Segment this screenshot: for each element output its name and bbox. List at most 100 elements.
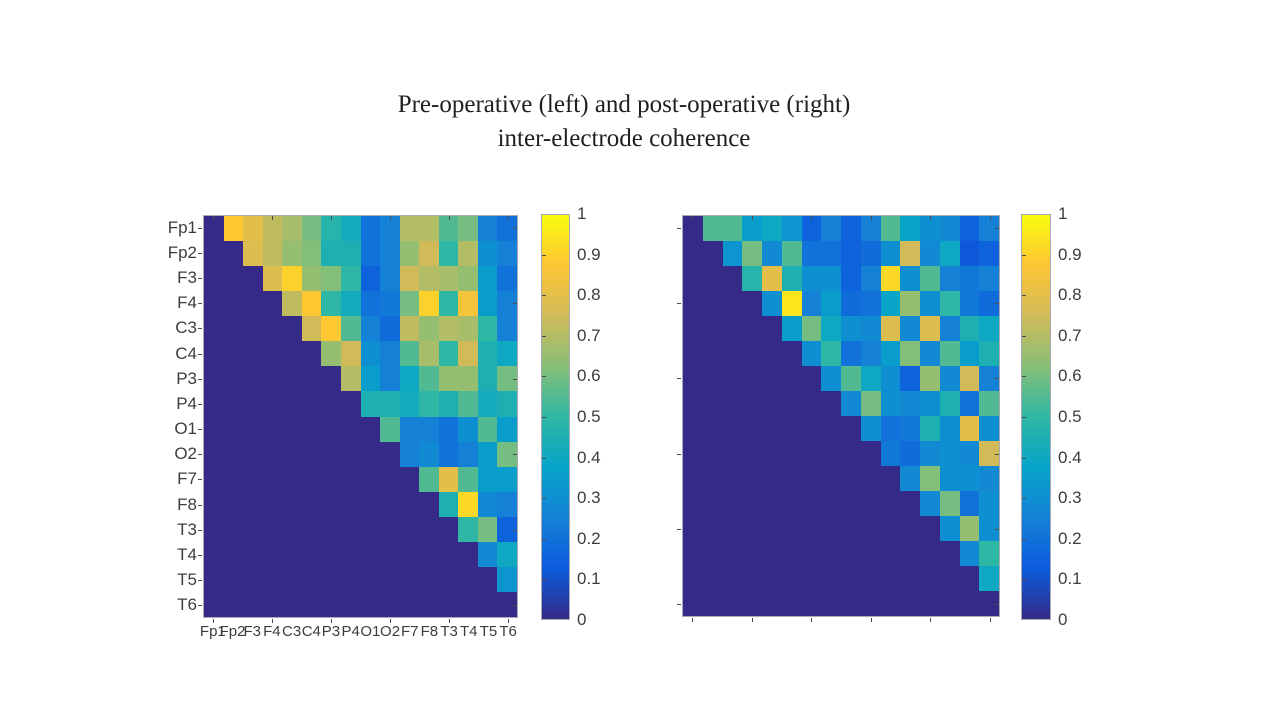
heatmap-cell (900, 316, 920, 341)
heatmap-cell (380, 516, 400, 542)
tick-mark (542, 254, 546, 256)
heatmap-cell (438, 316, 459, 342)
heatmap-cell (301, 241, 322, 267)
tick-mark (542, 498, 546, 500)
x-axis-label: F8 (420, 623, 439, 640)
heatmap-cell (243, 216, 263, 242)
colorbar-tick-label: 0.1 (1058, 569, 1082, 589)
heatmap-cell (841, 441, 861, 466)
heatmap-cell (380, 466, 400, 492)
heatmap-cell (282, 266, 302, 292)
heatmap-cell (360, 316, 381, 342)
x-axis-label: P3 (321, 623, 341, 640)
heatmap-cell (722, 241, 743, 266)
heatmap-cell (920, 241, 940, 266)
heatmap-cell (742, 591, 762, 616)
heatmap-cell (821, 216, 841, 241)
heatmap-cell (781, 366, 802, 391)
heatmap-cell (860, 566, 881, 591)
heatmap-cell (204, 541, 224, 567)
heatmap-cell (458, 591, 478, 617)
heatmap-cell (742, 466, 762, 491)
tick-mark (390, 216, 392, 220)
heatmap-cell (243, 316, 263, 342)
heatmap-cell (321, 391, 341, 417)
heatmap-cell (399, 391, 420, 417)
heatmap-cell (497, 516, 517, 542)
heatmap-cell (360, 491, 381, 517)
heatmap-cell (702, 516, 723, 541)
heatmap-cell (959, 341, 980, 366)
heatmap-cell (781, 341, 802, 366)
heatmap-cell (340, 416, 361, 442)
heatmap-cell (477, 216, 498, 242)
heatmap-cell (841, 516, 861, 541)
heatmap-cell (204, 441, 224, 467)
heatmap-cell (380, 566, 400, 592)
heatmap-cell (204, 291, 224, 317)
heatmap-cell (419, 591, 439, 617)
heatmap-cell (939, 466, 960, 491)
tick-mark (330, 216, 332, 220)
heatmap-cell (683, 216, 703, 241)
heatmap-cell (880, 566, 901, 591)
heatmap-cell (262, 391, 283, 417)
heatmap-cell (497, 241, 517, 267)
heatmap-cell (321, 216, 341, 242)
heatmap-cell (458, 516, 478, 542)
heatmap-cell (360, 391, 381, 417)
heatmap-cell (762, 366, 782, 391)
tick-mark (542, 538, 546, 540)
heatmap-cell (920, 591, 940, 616)
heatmap-cell (683, 366, 703, 391)
tick-mark (751, 618, 753, 622)
heatmap-cell (742, 266, 762, 291)
heatmap-cell (497, 316, 517, 342)
heatmap-cell (781, 441, 802, 466)
heatmap-cell (399, 216, 420, 242)
heatmap-cell (722, 216, 743, 241)
tick-mark (198, 403, 202, 405)
heatmap-cell (223, 241, 244, 267)
tick-mark (198, 454, 202, 456)
heatmap-cell (497, 291, 517, 317)
heatmap-cell (979, 491, 999, 516)
heatmap-cell (939, 291, 960, 316)
heatmap-cell (860, 366, 881, 391)
heatmap-cell (781, 491, 802, 516)
heatmap-cell (880, 316, 901, 341)
heatmap-cell (801, 441, 822, 466)
heatmap-cell (321, 291, 341, 317)
heatmap-cell (419, 516, 439, 542)
heatmap-cell (683, 566, 703, 591)
heatmap-cell (762, 241, 782, 266)
heatmap-cell (762, 416, 782, 441)
tick-mark (1022, 417, 1026, 418)
heatmap-cell (301, 366, 322, 392)
tick-mark (995, 378, 999, 380)
heatmap-cell (262, 591, 283, 617)
heatmap-cell (477, 441, 498, 467)
heatmap-cell (860, 416, 881, 441)
heatmap-cell (900, 241, 920, 266)
heatmap-cell (360, 366, 381, 392)
tick-mark (198, 580, 202, 582)
heatmap-cell (979, 566, 999, 591)
colorbar-tick-label: 0 (577, 610, 587, 629)
heatmap-cell (900, 516, 920, 541)
heatmap-cell (497, 541, 517, 567)
heatmap-cell (438, 291, 459, 317)
heatmap-cell (223, 216, 244, 242)
heatmap-cell (282, 416, 302, 442)
heatmap-cell (243, 541, 263, 567)
tick-mark (271, 619, 273, 623)
heatmap-cell (458, 541, 478, 567)
heatmap-cell (880, 516, 901, 541)
heatmap-cell (301, 441, 322, 467)
x-axis-label: T6 (499, 623, 517, 640)
heatmap-cell (321, 341, 341, 367)
heatmap-cell (282, 566, 302, 592)
heatmap-cell (477, 516, 498, 542)
heatmap-cell (683, 341, 703, 366)
heatmap-cell (380, 316, 400, 342)
